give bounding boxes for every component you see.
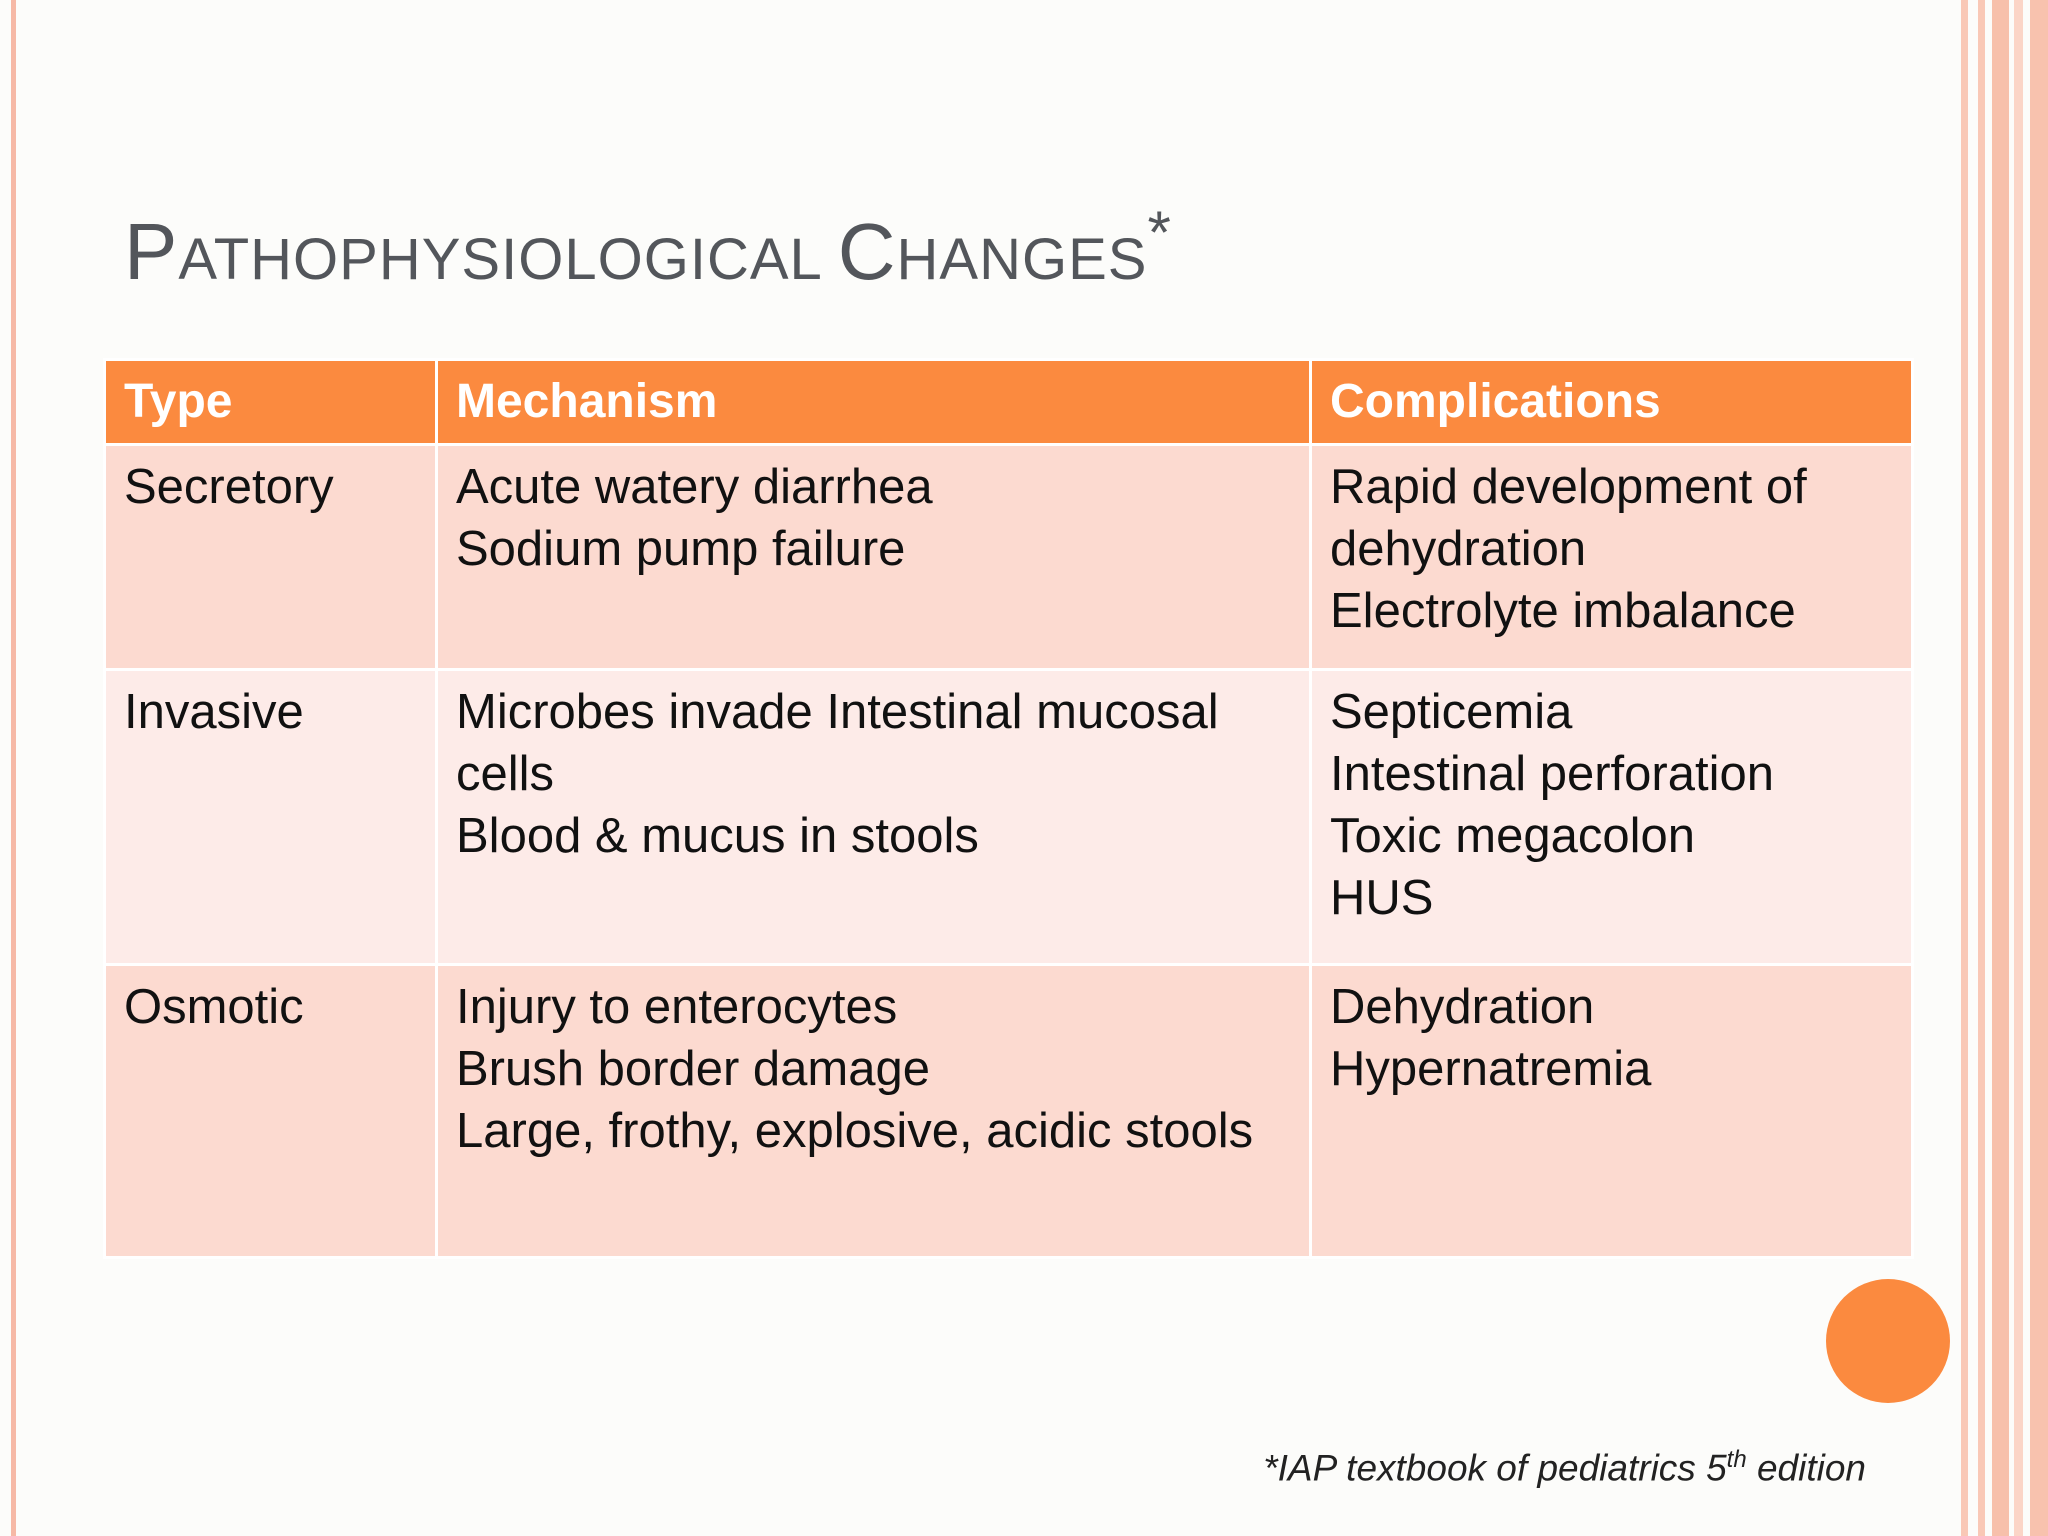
right-decorative-stripe	[2030, 0, 2048, 1536]
type-cell: Secretory	[103, 443, 438, 671]
complications-cell: Dehydration Hypernatremia	[1309, 963, 1914, 1259]
right-decorative-stripe	[1961, 0, 1968, 1536]
complications-cell: Septicemia Intestinal perforation Toxic …	[1309, 668, 1914, 966]
footnote-citation: *IAP textbook of pediatrics 5th edition	[1263, 1446, 1866, 1489]
header-mechanism: Mechanism	[435, 358, 1312, 446]
complications-cell: Rapid development of dehydration Electro…	[1309, 443, 1914, 671]
table-row: Invasive Microbes invade Intestinal muco…	[103, 668, 1914, 966]
table-row: Secretory Acute watery diarrhea Sodium p…	[103, 443, 1914, 671]
slide-title: PATHOPHYSIOLOGICAL CHANGES*	[124, 199, 1172, 296]
right-decorative-stripe	[1992, 0, 2009, 1536]
orange-circle-decoration	[1826, 1279, 1950, 1403]
type-cell: Osmotic	[103, 963, 438, 1259]
header-type: Type	[103, 358, 438, 446]
mechanism-cell: Injury to enterocytes Brush border damag…	[435, 963, 1312, 1259]
mechanism-cell: Acute watery diarrhea Sodium pump failur…	[435, 443, 1312, 671]
header-complications: Complications	[1309, 358, 1914, 446]
type-cell: Invasive	[103, 668, 438, 966]
pathophysiology-table: Type Mechanism Complications Secretory A…	[103, 358, 1914, 1259]
left-decorative-border	[11, 0, 16, 1536]
mechanism-cell: Microbes invade Intestinal mucosal cells…	[435, 668, 1312, 966]
right-decorative-stripe	[2014, 0, 2023, 1536]
right-decorative-stripe	[1978, 0, 1985, 1536]
table-row: Osmotic Injury to enterocytes Brush bord…	[103, 963, 1914, 1259]
table-header-row: Type Mechanism Complications	[103, 358, 1914, 446]
